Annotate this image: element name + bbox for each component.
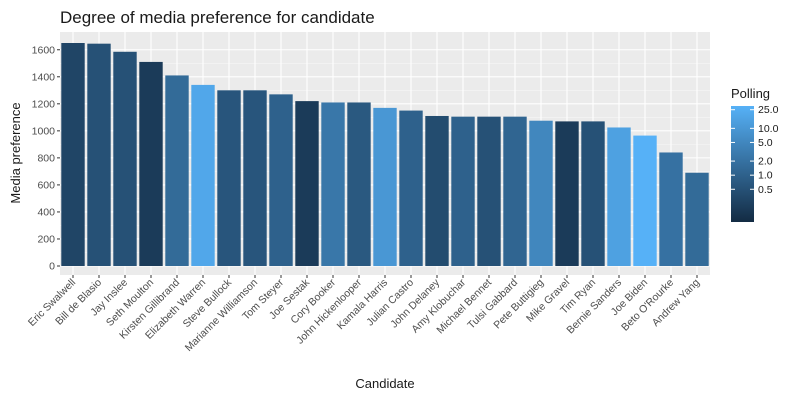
y-tick-label: 600 [37, 179, 55, 191]
y-tick-label: 400 [37, 206, 55, 218]
legend: Polling 25.0 10.0 5.0 2.0 1.0 0.5 [731, 86, 779, 222]
y-axis: 0 200 400 600 800 1000 1200 1400 1600 [32, 44, 60, 273]
bar-joe-sestak [295, 101, 319, 267]
bar-michael-bennet [477, 116, 501, 266]
legend-colorbar [731, 106, 754, 222]
bar-jay-inslee [113, 51, 137, 266]
bar-seth-moulton [139, 61, 163, 267]
bar-cory-booker [321, 102, 345, 266]
bar-marianne-williamson [243, 90, 267, 266]
bar-steve-bullock [217, 90, 241, 266]
bar-tim-ryan [581, 121, 605, 266]
y-tick-label: 1000 [32, 125, 56, 137]
legend-ticks: 25.0 10.0 5.0 2.0 1.0 0.5 [731, 104, 779, 196]
y-tick-label: 200 [37, 233, 55, 245]
legend-label: 1.0 [758, 170, 773, 182]
x-axis-title: Candidate [355, 376, 414, 391]
bar-bernie-sanders [607, 127, 631, 266]
bar-bill-de-blasio [87, 43, 111, 267]
bar-kamala-harris [373, 107, 397, 266]
legend-label: 25.0 [758, 104, 779, 116]
y-tick-label: 1400 [32, 71, 56, 83]
legend-label: 0.5 [758, 184, 773, 196]
bar-andrew-yang [685, 172, 709, 266]
bar-amy-klobuchar [451, 116, 475, 266]
legend-label: 2.0 [758, 156, 773, 168]
bar-elizabeth-warren [191, 84, 215, 266]
y-tick-label: 1600 [32, 44, 56, 56]
legend-label: 5.0 [758, 137, 773, 149]
y-tick-label: 1200 [32, 98, 56, 110]
bars [61, 43, 709, 267]
bar-kirsten-gillibrand [165, 75, 189, 266]
bar-john-delaney [425, 115, 449, 267]
bar-pete-buttigieg [529, 120, 553, 266]
bar-julian-castro [399, 110, 423, 266]
legend-label: 10.0 [758, 123, 779, 135]
bar-mike-gravel [555, 121, 579, 266]
y-tick-label: 0 [49, 261, 55, 273]
bar-beto-o-rourke [659, 152, 683, 266]
bar-john-hickenlooper [347, 102, 371, 266]
chart-title: Degree of media preference for candidate [60, 8, 375, 27]
bar-tom-steyer [269, 94, 293, 266]
bar-tulsi-gabbard [503, 116, 527, 266]
y-axis-title: Media preference [8, 102, 23, 203]
bar-joe-biden [633, 135, 657, 266]
bar-eric-swalwell [61, 43, 85, 266]
y-tick-label: 800 [37, 152, 55, 164]
legend-title: Polling [731, 86, 770, 101]
